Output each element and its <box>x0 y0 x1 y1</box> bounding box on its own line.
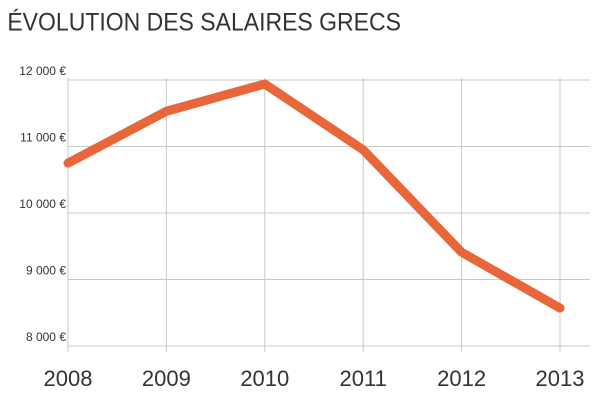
data-line <box>63 79 565 313</box>
x-tick-label: 2012 <box>437 366 486 391</box>
chart-title: ÉVOLUTION DES SALAIRES GRECS <box>7 9 401 37</box>
x-tick-label: 2013 <box>536 366 585 391</box>
x-tick-label: 2010 <box>240 366 289 391</box>
y-tick-label: 12 000 € <box>19 64 66 78</box>
x-tick-label: 2011 <box>340 366 387 391</box>
y-tick-label: 11 000 € <box>20 131 66 145</box>
y-tick-label: 9 000 € <box>26 264 66 278</box>
y-tick-label: 10 000 € <box>19 197 66 211</box>
x-tick-label: 2009 <box>142 366 191 391</box>
x-tick-label: 2008 <box>44 366 93 391</box>
y-tick-label: 8 000 € <box>26 330 66 344</box>
